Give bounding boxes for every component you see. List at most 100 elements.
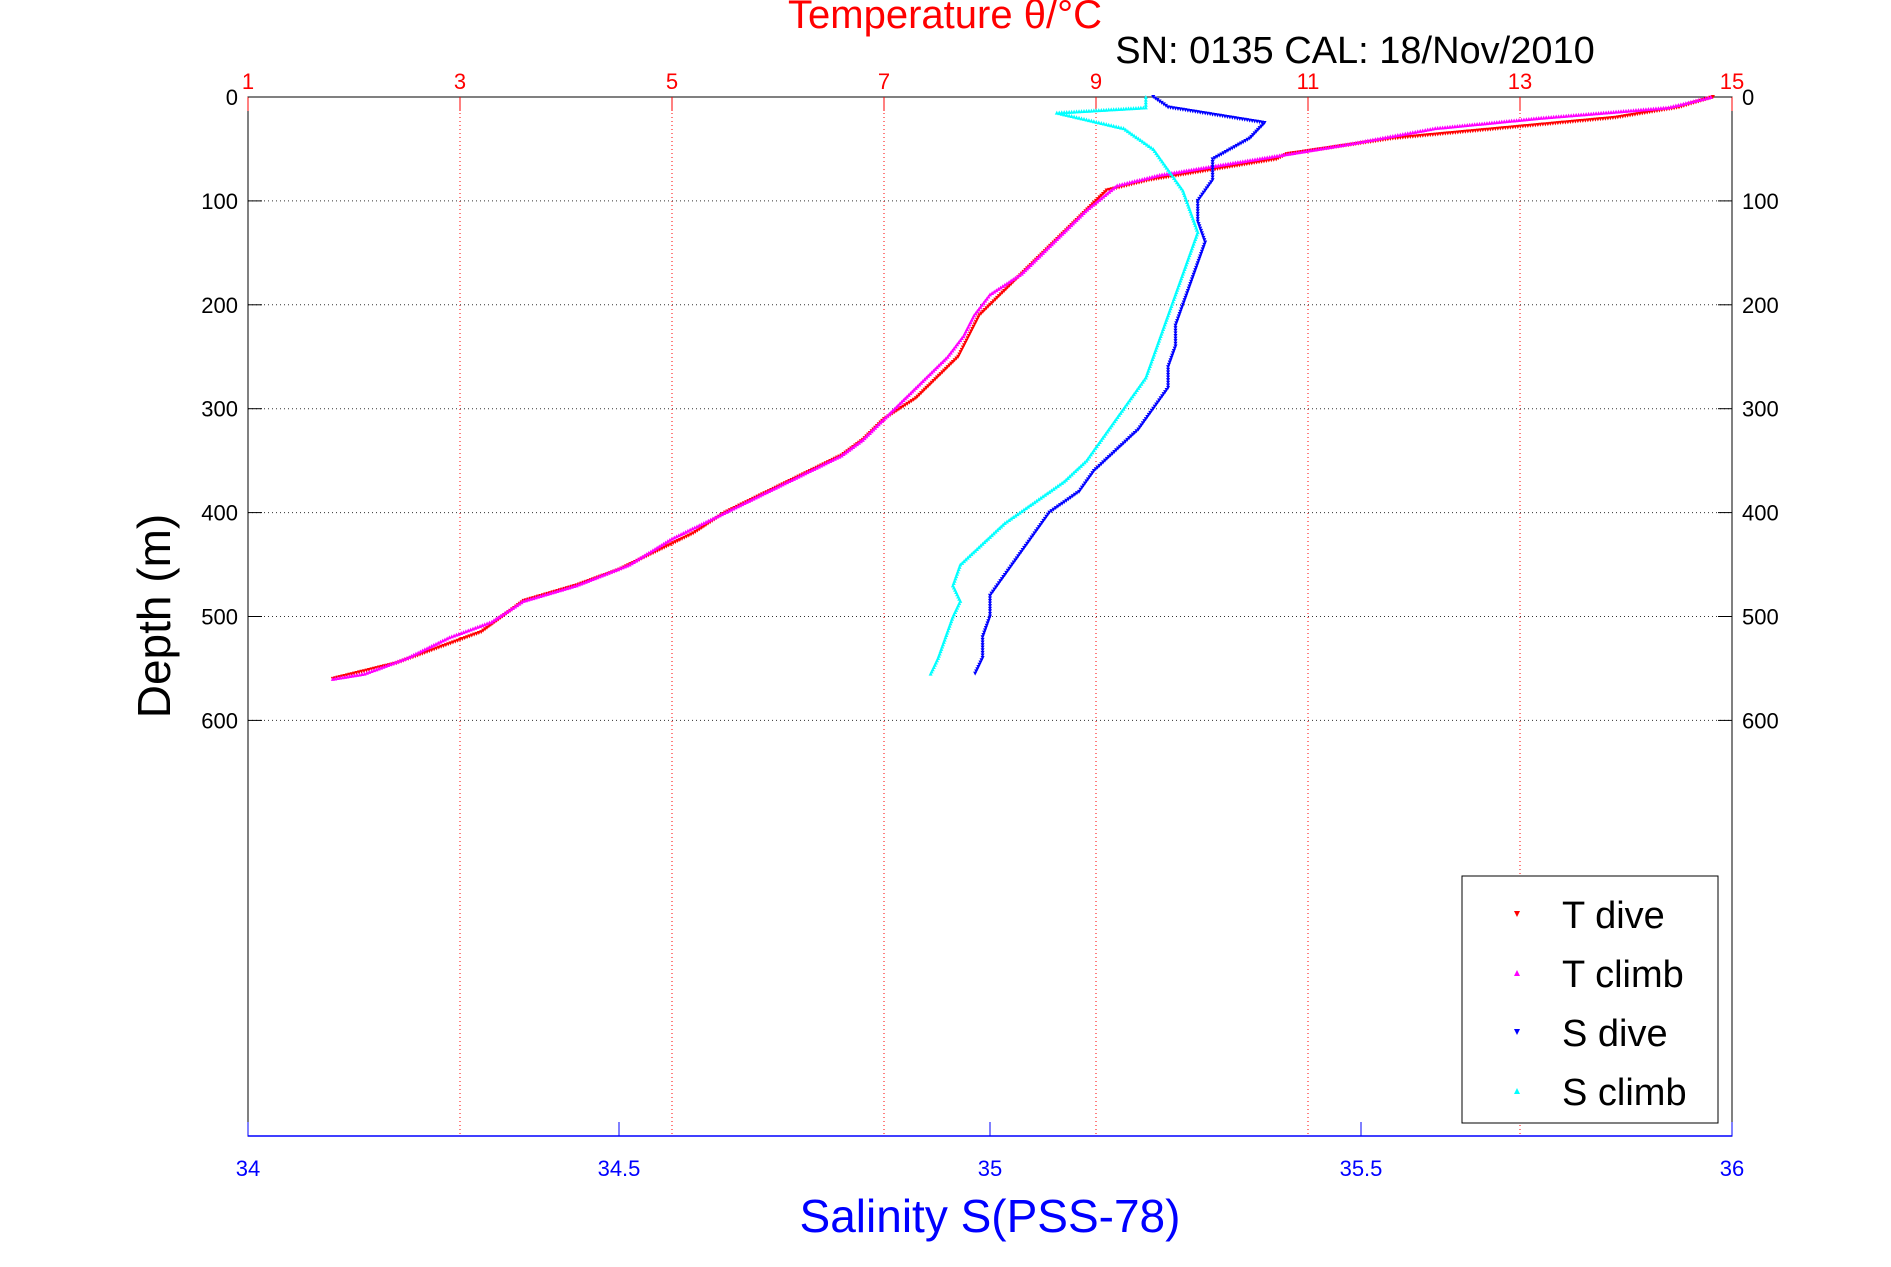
data-point	[1076, 216, 1081, 221]
data-point	[526, 597, 531, 602]
data-point	[1131, 106, 1136, 111]
salinity-tick-label: 35	[978, 1156, 1002, 1181]
data-point	[675, 539, 680, 544]
data-point	[1353, 140, 1358, 145]
data-point	[1157, 99, 1162, 104]
data-point	[913, 385, 918, 390]
data-point	[1279, 152, 1284, 157]
legend-entries: T dive T climb S dive S climb	[1514, 895, 1687, 1114]
data-point	[491, 618, 496, 623]
data-point	[1024, 506, 1029, 511]
data-point	[1145, 175, 1150, 180]
data-point	[867, 430, 872, 435]
data-point	[1326, 145, 1331, 150]
data-point	[1065, 475, 1070, 480]
data-point	[1086, 108, 1091, 113]
data-point	[1146, 412, 1151, 417]
data-point	[1055, 504, 1060, 509]
data-point	[611, 568, 616, 573]
data-point	[1166, 385, 1171, 390]
data-point	[1114, 107, 1119, 112]
data-point	[1138, 138, 1143, 143]
data-point	[676, 533, 681, 538]
data-point	[847, 447, 852, 452]
data-point	[976, 315, 981, 320]
data-point	[1447, 124, 1452, 129]
temperature-tick-label: 13	[1508, 69, 1532, 94]
data-point	[1445, 124, 1450, 129]
data-point	[1240, 159, 1245, 164]
data-point	[1071, 470, 1076, 475]
data-point	[461, 630, 466, 635]
data-point	[1236, 142, 1241, 147]
data-point	[1195, 219, 1200, 224]
data-point	[1067, 224, 1072, 229]
data-point	[953, 344, 958, 349]
data-point	[873, 425, 878, 430]
data-point	[1078, 463, 1083, 468]
data-point	[1693, 98, 1698, 103]
data-point	[994, 288, 999, 293]
data-point	[980, 645, 985, 650]
data-point	[996, 286, 1001, 291]
data-point	[1624, 108, 1628, 113]
data-point	[733, 505, 738, 510]
data-point	[1166, 365, 1171, 370]
data-point	[1614, 109, 1619, 114]
data-point	[657, 544, 662, 549]
data-point	[517, 601, 522, 606]
data-point	[1182, 298, 1187, 303]
data-point	[504, 609, 509, 614]
data-point	[962, 343, 967, 348]
data-point	[821, 462, 826, 467]
data-point	[1651, 106, 1656, 111]
data-point	[1393, 133, 1398, 138]
data-point	[710, 516, 715, 521]
data-point	[330, 676, 335, 681]
data-point	[531, 596, 536, 601]
data-point	[1200, 233, 1205, 238]
data-point	[1113, 184, 1118, 189]
data-point	[1059, 111, 1064, 116]
data-point	[1177, 184, 1182, 189]
depth-tick-label-left: 400	[201, 501, 238, 526]
data-point	[988, 604, 992, 609]
data-point	[1504, 119, 1509, 124]
data-point	[1171, 351, 1176, 356]
data-point	[1202, 242, 1207, 247]
data-point	[670, 536, 674, 541]
data-point	[513, 604, 518, 609]
data-point	[971, 550, 976, 555]
depth-tick-label-left: 600	[201, 708, 238, 733]
legend-label: S climb	[1562, 1072, 1687, 1114]
data-point	[1019, 550, 1024, 555]
data-point	[672, 535, 677, 540]
data-point	[498, 614, 503, 619]
data-point	[1016, 554, 1021, 559]
data-point	[1048, 243, 1053, 248]
data-point	[1706, 95, 1711, 100]
data-point	[1136, 105, 1141, 110]
data-point	[650, 548, 655, 553]
depth-tick-label-right: 300	[1742, 397, 1779, 422]
data-point	[1114, 417, 1119, 422]
data-point	[483, 627, 488, 632]
data-point	[1108, 425, 1113, 430]
data-point	[964, 338, 969, 343]
data-point	[616, 567, 621, 572]
data-point	[970, 327, 975, 332]
data-point	[887, 411, 892, 416]
data-point	[1179, 169, 1184, 174]
data-point	[897, 401, 902, 406]
data-point	[1004, 281, 1009, 286]
data-point	[1084, 108, 1089, 113]
data-point	[851, 444, 856, 449]
data-point	[1008, 564, 1013, 569]
data-point	[980, 637, 985, 642]
data-point	[1345, 142, 1350, 147]
data-point	[1195, 261, 1200, 266]
data-point	[1087, 454, 1092, 459]
data-point	[1130, 394, 1135, 399]
data-point	[890, 408, 895, 413]
data-point	[1060, 480, 1065, 485]
